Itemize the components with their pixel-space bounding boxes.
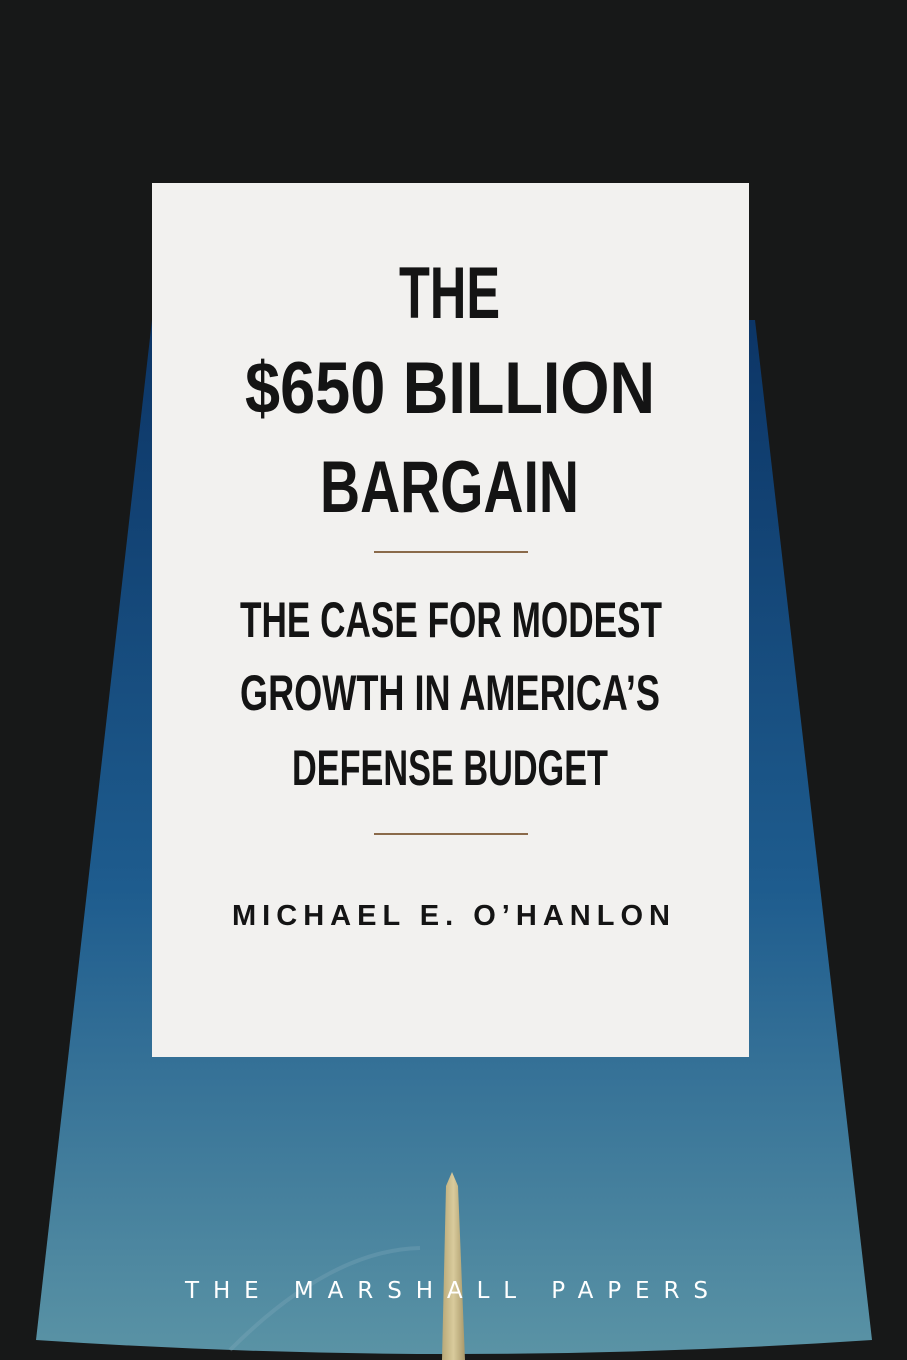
title-line-3: BARGAIN xyxy=(320,447,579,528)
title-line-2: $650 BILLION xyxy=(245,348,655,429)
title-panel xyxy=(152,183,749,1057)
divider-top xyxy=(374,551,528,553)
subtitle-line-3: DEFENSE BUDGET xyxy=(292,740,608,796)
title-line-1: THE xyxy=(399,253,500,334)
subtitle-line-2: GROWTH IN AMERICA’S xyxy=(240,665,660,721)
subtitle-line-1: THE CASE FOR MODEST xyxy=(240,592,662,648)
cloud-wisp xyxy=(228,1246,421,1352)
author-name: MICHAEL E. O’HANLON xyxy=(232,900,670,932)
washington-monument xyxy=(442,1172,465,1360)
divider-bottom xyxy=(374,833,528,835)
